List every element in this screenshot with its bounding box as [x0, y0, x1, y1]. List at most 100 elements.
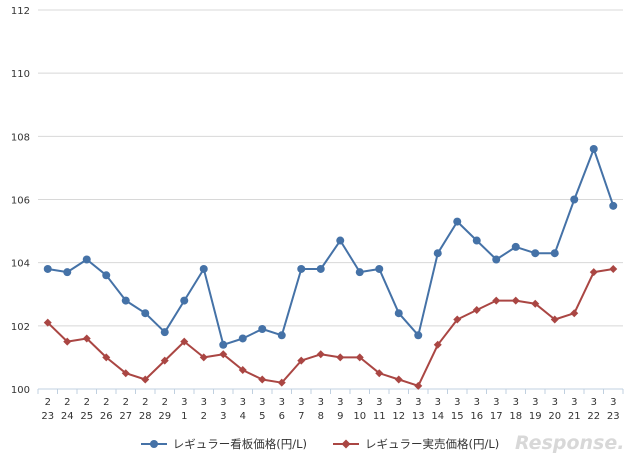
data-point[interactable] [472, 306, 481, 315]
data-point[interactable] [550, 249, 559, 258]
data-point[interactable] [511, 242, 520, 251]
x-tick-day: 11 [373, 411, 386, 422]
x-tick-day: 13 [412, 411, 425, 422]
x-tick-month: 3 [240, 397, 246, 408]
data-point[interactable] [297, 264, 306, 273]
x-tick-day: 15 [451, 411, 464, 422]
diamond-marker-icon [333, 439, 359, 449]
data-point[interactable] [219, 340, 228, 349]
y-tick-label: 110 [11, 69, 30, 80]
x-tick-month: 3 [493, 397, 499, 408]
data-point[interactable] [609, 201, 618, 210]
x-tick-month: 3 [318, 397, 324, 408]
data-point[interactable] [297, 356, 306, 365]
data-point[interactable] [550, 315, 559, 324]
data-point[interactable] [355, 353, 364, 362]
x-tick-month: 3 [610, 397, 616, 408]
data-point[interactable] [180, 337, 189, 346]
x-tick-day: 16 [470, 411, 483, 422]
data-point[interactable] [570, 309, 579, 318]
data-point[interactable] [433, 249, 442, 258]
data-point[interactable] [531, 249, 540, 258]
x-tick-month: 2 [103, 397, 109, 408]
data-point[interactable] [63, 268, 72, 277]
data-point[interactable] [355, 268, 364, 277]
data-point[interactable] [258, 324, 267, 333]
data-point[interactable] [219, 350, 228, 359]
data-point[interactable] [336, 353, 345, 362]
data-point[interactable] [199, 264, 208, 273]
series-group [43, 144, 618, 390]
data-point[interactable] [43, 264, 52, 273]
data-point[interactable] [316, 350, 325, 359]
data-point[interactable] [531, 299, 540, 308]
x-tick-month: 3 [571, 397, 577, 408]
y-tick-label: 104 [11, 259, 30, 270]
data-point[interactable] [199, 353, 208, 362]
x-tick-month: 3 [357, 397, 363, 408]
x-tick-day: 22 [587, 411, 600, 422]
x-tick-month: 3 [396, 397, 402, 408]
data-point[interactable] [63, 337, 72, 346]
data-point[interactable] [141, 375, 150, 384]
data-point[interactable] [453, 217, 462, 226]
legend-label-signboard: レギュラー看板価格(円/L) [172, 437, 307, 451]
data-point[interactable] [238, 334, 247, 343]
data-point[interactable] [609, 264, 618, 273]
data-point[interactable] [492, 296, 501, 305]
legend-label-actual: レギュラー実売価格(円/L) [365, 437, 500, 451]
data-point[interactable] [160, 356, 169, 365]
data-point[interactable] [375, 264, 384, 273]
data-point[interactable] [414, 331, 423, 340]
data-point[interactable] [589, 144, 598, 153]
data-point[interactable] [394, 309, 403, 318]
response-logo-icon: Response. [515, 432, 624, 454]
x-tick-month: 2 [162, 397, 168, 408]
data-point[interactable] [589, 268, 598, 277]
data-point[interactable] [121, 369, 130, 378]
x-tick-day: 23 [41, 411, 54, 422]
x-tick-day: 17 [490, 411, 503, 422]
data-point[interactable] [258, 375, 267, 384]
data-point[interactable] [180, 296, 189, 305]
x-tick-month: 2 [123, 397, 129, 408]
x-tick-day: 7 [298, 411, 304, 422]
data-point[interactable] [433, 340, 442, 349]
x-tick-day: 19 [529, 411, 542, 422]
data-point[interactable] [511, 296, 520, 305]
data-point[interactable] [277, 331, 286, 340]
x-tick-day: 24 [61, 411, 74, 422]
legend-item-actual[interactable]: レギュラー実売価格(円/L) [333, 436, 499, 452]
data-point[interactable] [414, 381, 423, 390]
data-point[interactable] [316, 264, 325, 273]
x-tick-day: 2 [201, 411, 207, 422]
x-tick-day: 20 [548, 411, 561, 422]
data-point[interactable] [453, 315, 462, 324]
x-tick-day: 12 [392, 411, 405, 422]
data-point[interactable] [472, 236, 481, 245]
y-tick-label: 106 [11, 196, 30, 207]
data-point[interactable] [160, 328, 169, 337]
data-point[interactable] [277, 378, 286, 387]
data-point[interactable] [82, 255, 91, 264]
data-point[interactable] [336, 236, 345, 245]
data-point[interactable] [82, 334, 91, 343]
x-tick-month: 3 [279, 397, 285, 408]
data-point[interactable] [394, 375, 403, 384]
x-tick-month: 3 [552, 397, 558, 408]
data-point[interactable] [102, 353, 111, 362]
data-point[interactable] [43, 318, 52, 327]
data-point[interactable] [121, 296, 130, 305]
x-tick-day: 18 [509, 411, 522, 422]
x-tick-day: 6 [279, 411, 285, 422]
data-point[interactable] [375, 369, 384, 378]
legend-item-signboard[interactable]: レギュラー看板価格(円/L) [140, 436, 307, 452]
data-point[interactable] [570, 195, 579, 204]
svg-text:Response.: Response. [515, 432, 624, 454]
data-point[interactable] [238, 366, 247, 375]
data-point[interactable] [141, 309, 150, 318]
x-tick-day: 10 [353, 411, 366, 422]
data-point[interactable] [492, 255, 501, 264]
data-point[interactable] [102, 271, 111, 280]
